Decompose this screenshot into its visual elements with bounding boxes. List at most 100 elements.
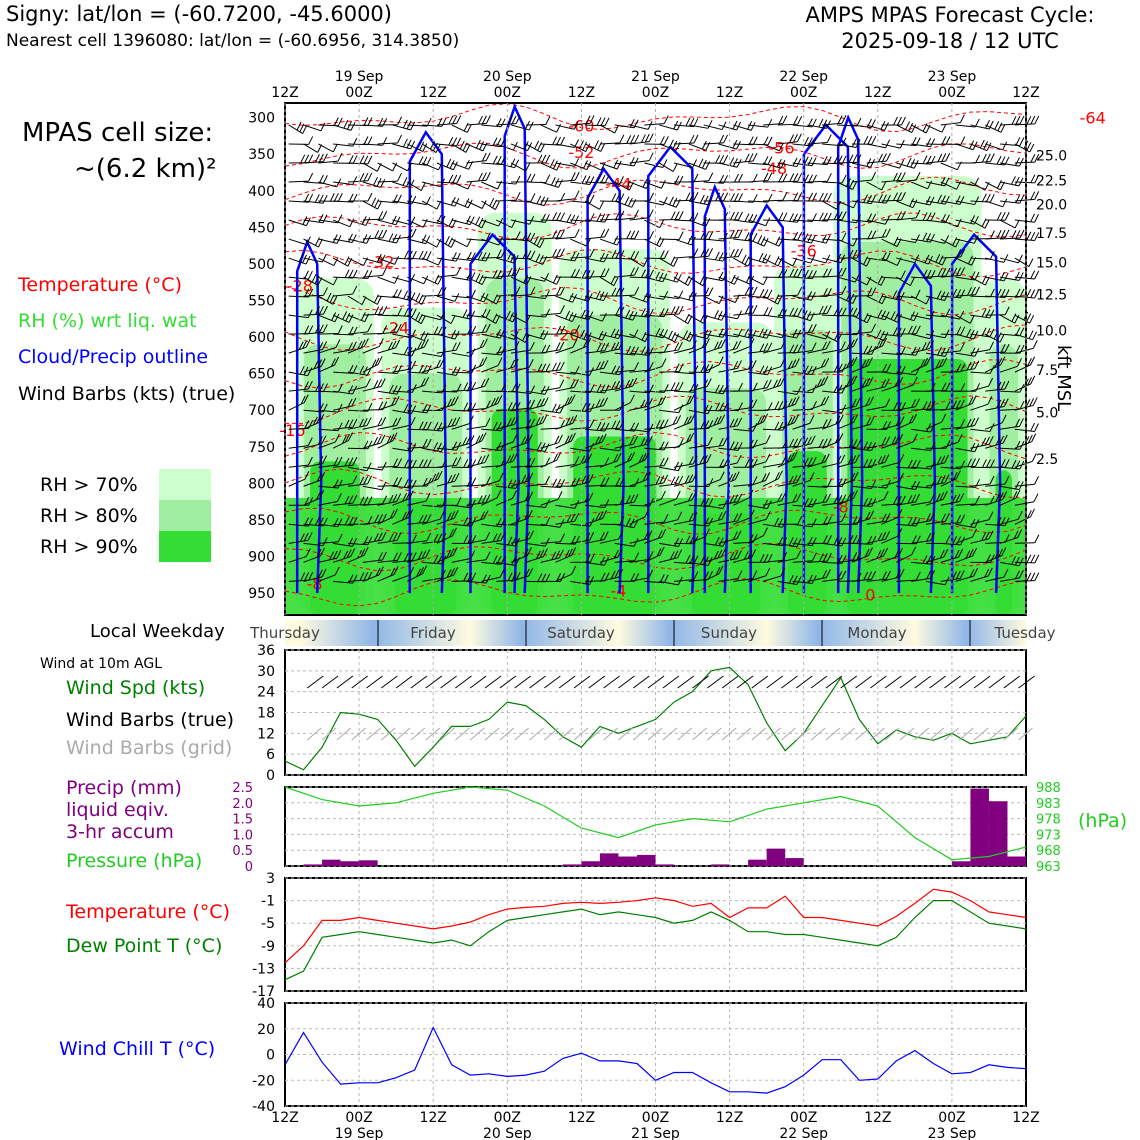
wind-barb-flag <box>986 142 992 151</box>
wind-barb <box>822 232 847 242</box>
wind-barb-flag <box>511 479 517 489</box>
wind-barb-flag <box>586 237 592 247</box>
wind-barb-staff <box>955 503 976 506</box>
wind-barb <box>481 441 506 451</box>
wind-barb-staff <box>851 162 871 168</box>
wind-barb-flag <box>611 365 617 374</box>
wind-barb-flag <box>629 436 635 446</box>
wind-barb-flag <box>775 236 781 246</box>
wind-barb-staff <box>748 350 768 354</box>
wind-barb-staff <box>940 122 961 126</box>
wind-barb <box>762 308 787 319</box>
wind-barb-staff <box>570 256 591 259</box>
wind-barb-flag <box>334 433 340 443</box>
wind-barb-staff <box>585 464 605 468</box>
wind-barb-flag <box>989 328 995 338</box>
wind-barb-flag <box>767 156 773 165</box>
wind-barb <box>688 248 714 259</box>
wind-barb-flag <box>485 574 491 584</box>
wind-barb-flag <box>714 384 720 393</box>
wind-barb-staff <box>407 162 427 166</box>
wind-barb-flag <box>737 229 743 238</box>
wind-barb-flag <box>475 435 481 444</box>
wind-barb-flag <box>678 175 684 185</box>
wind-barb-flag <box>793 438 799 447</box>
wind-barb-flag <box>613 549 619 559</box>
wind-barb-flag <box>619 516 625 525</box>
wind-barb <box>703 548 726 563</box>
wind-barb-flag <box>970 215 976 224</box>
wind-barb-flag <box>898 547 904 557</box>
wind-barb-staff <box>614 217 635 221</box>
wind-barb-flag <box>752 399 758 408</box>
wind-barb-staff <box>881 480 900 487</box>
wind-barb-flag <box>481 324 487 333</box>
wind-barb-flag <box>506 455 511 464</box>
wind-barb <box>303 174 328 184</box>
wind-barb-flag <box>485 172 491 181</box>
wind-barb-staff <box>303 349 323 354</box>
wind-barb-flag <box>669 551 675 560</box>
wind-barb-flag <box>1013 530 1019 539</box>
wind-barb-flag <box>604 457 610 466</box>
wind-barb-flag <box>377 532 383 541</box>
wind-barb-flag <box>511 267 517 276</box>
wind-barb-flag <box>1030 422 1036 432</box>
wind-barb <box>466 551 491 563</box>
wind-barb-flag <box>972 547 978 557</box>
wind-barb-flag <box>880 277 886 286</box>
wind-barb-staff <box>496 199 517 202</box>
wind-barb-flag <box>1030 231 1036 241</box>
wind-barb-flag <box>885 398 891 407</box>
wind-barb-staff <box>896 179 917 183</box>
wind-barb-staff <box>614 542 635 547</box>
wind-barb-flag <box>678 305 684 315</box>
wind-barb-flag <box>970 442 976 452</box>
wind-barb-flag <box>421 234 427 243</box>
wind-barb-flag <box>318 174 324 184</box>
wind-barb-flag <box>767 553 773 563</box>
wind-barb-flag <box>485 476 491 485</box>
wind-barb-flag <box>589 176 595 185</box>
wind-barb-flag <box>344 516 350 526</box>
wind-barb-staff <box>555 332 576 335</box>
wind-barb-staff <box>807 124 827 129</box>
wind-barb-flag <box>691 473 697 482</box>
wind-barb-flag <box>863 497 869 507</box>
wind-barb-staff <box>481 124 502 128</box>
wind-barb-flag <box>466 310 472 319</box>
wind-barb-staff <box>481 497 498 506</box>
wind-barb-flag <box>762 276 768 286</box>
wind-barb-staff <box>955 294 976 297</box>
wind-barb-flag <box>431 473 437 483</box>
wind-barb-staff <box>466 502 487 506</box>
wind-barb-flag <box>485 494 491 503</box>
wind-barb <box>481 457 506 468</box>
wind-barb-flag <box>749 338 755 347</box>
wind-barb-staff <box>333 483 353 487</box>
wind-barb-flag <box>863 194 869 203</box>
wind-barb-staff <box>392 162 408 172</box>
wind-barb-flag <box>846 340 852 350</box>
wind-barb-staff <box>896 314 915 322</box>
wind-barb-flag <box>579 140 584 149</box>
wind-barb-flag <box>300 572 306 581</box>
wind-barb-flag <box>348 364 354 374</box>
wind-barb-staff <box>496 294 517 297</box>
wind-barb-flag <box>506 418 512 427</box>
wind-barb-flag <box>670 382 676 391</box>
wind-barb-flag <box>669 196 674 205</box>
wind-barb-flag <box>485 309 491 318</box>
wind-barb-staff <box>792 162 813 167</box>
wind-barb <box>970 530 994 544</box>
wind-barb-flag <box>478 217 484 227</box>
wind-barb-flag <box>627 197 633 207</box>
wind-barb <box>747 413 769 430</box>
wind-barb-staff <box>436 274 457 278</box>
wind-barb-flag <box>945 535 951 544</box>
wind-barb <box>644 474 669 487</box>
wind-barb-flag <box>467 459 473 468</box>
wind-barb <box>733 423 758 432</box>
wind-barb-flag <box>792 329 798 338</box>
wind-barb-staff <box>599 387 620 392</box>
